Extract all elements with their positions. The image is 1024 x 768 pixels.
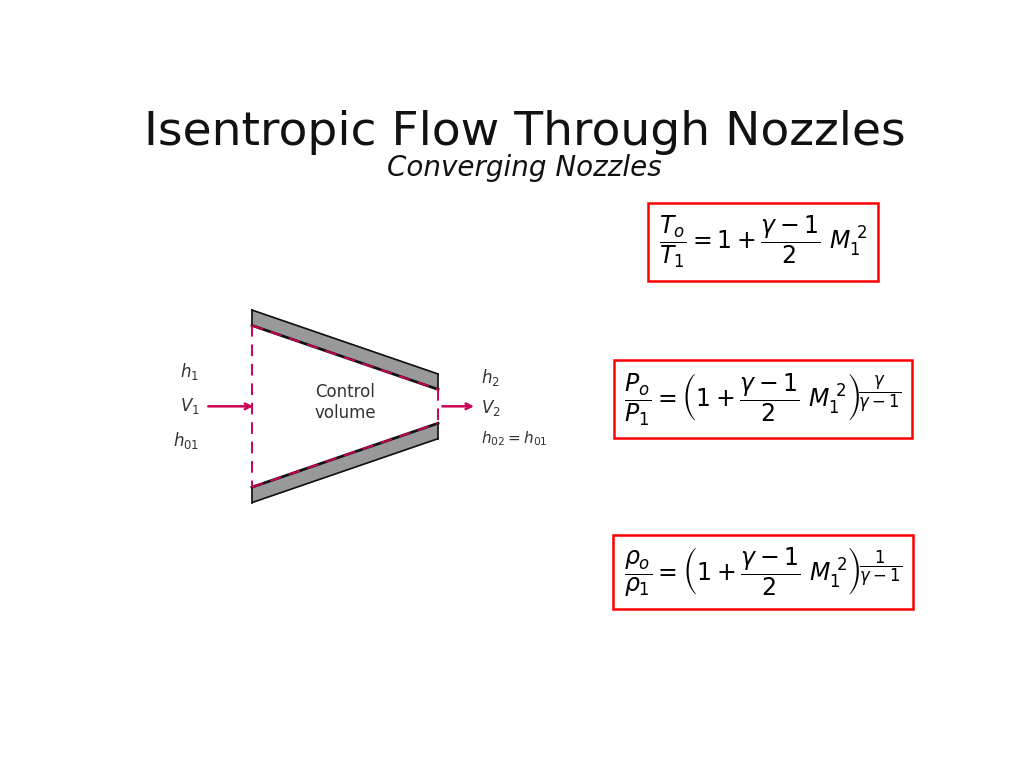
Text: $\dfrac{\rho_o}{\rho_1} = \left(1 + \dfrac{\gamma - 1}{2}\ M_1^{\ 2}\right)^{\!\: $\dfrac{\rho_o}{\rho_1} = \left(1 + \dfr… [624,545,902,599]
Text: Control
volume: Control volume [314,383,376,422]
Text: $h_1$: $h_1$ [180,361,200,382]
Text: $\dfrac{T_o}{T_1} = 1 + \dfrac{\gamma - 1}{2}\ M_1^{\ 2}$: $\dfrac{T_o}{T_1} = 1 + \dfrac{\gamma - … [658,214,867,270]
Text: $h_{01}$: $h_{01}$ [173,431,200,452]
Text: $\dfrac{P_o}{P_1} = \left(1 + \dfrac{\gamma - 1}{2}\ M_1^{\ 2}\right)^{\!\dfrac{: $\dfrac{P_o}{P_1} = \left(1 + \dfrac{\ga… [625,371,901,428]
Text: $V_2$: $V_2$ [480,398,501,418]
Polygon shape [252,310,438,389]
Text: $h_2$: $h_2$ [480,366,500,388]
Text: Converging Nozzles: Converging Nozzles [387,154,663,182]
Text: $h_{02} = h_{01}$: $h_{02} = h_{01}$ [480,429,547,448]
Text: Isentropic Flow Through Nozzles: Isentropic Flow Through Nozzles [144,110,905,155]
Text: $V_1$: $V_1$ [179,396,200,416]
Polygon shape [252,423,438,502]
